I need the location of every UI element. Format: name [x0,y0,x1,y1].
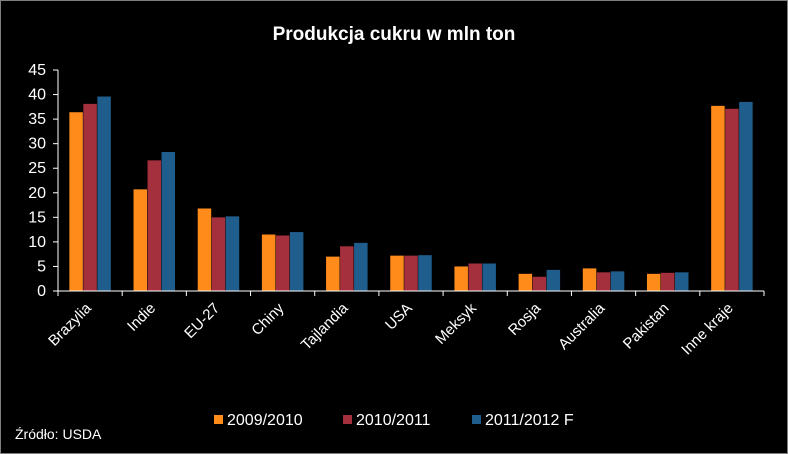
category-label: Indie [124,300,159,335]
category-label: Brazylia [45,299,95,349]
bar [275,235,290,291]
bar [225,216,240,291]
bar [197,208,212,291]
bar [326,256,340,291]
y-tick-label: 10 [28,234,46,251]
bar [660,272,675,291]
bars [69,96,753,292]
y-tick-label: 20 [28,185,46,202]
y-tick-label: 15 [28,209,46,226]
category-label: Meksyk [432,299,480,347]
category-label: Chiny [248,299,287,338]
bar [518,273,533,291]
bar [289,232,304,291]
y-tick-label: 0 [37,283,46,300]
bar [454,266,468,291]
category-label: Pakistan [620,300,673,353]
bar [546,269,561,291]
bar [69,112,83,291]
bar [482,263,496,291]
bar [596,272,611,291]
y-tick-label: 25 [28,160,46,177]
bar [610,271,625,291]
category-label: Inne kraje [678,300,737,359]
bar [404,255,418,291]
category-label: USA [382,300,416,334]
bar [161,152,176,291]
y-tick-label: 40 [28,87,46,104]
bar [674,272,689,291]
legend-label: 2010/2011 [356,412,431,429]
y-tick-label: 30 [28,136,46,153]
bar [354,242,368,291]
legend-label: 2009/2010 [227,412,303,429]
legend-label: 2011/2012 F [485,412,574,429]
bar [739,101,753,291]
x-axis: Brazylia Indie EU-27 Chiny Tajlandia USA Meksy… [45,290,765,359]
source-note: Źródło: USDA [15,426,102,442]
bar [711,105,725,292]
legend-swatch [214,415,223,424]
y-tick-label: 35 [28,111,46,128]
category-label: Australia [555,299,609,353]
bar [725,108,739,291]
category-label: Rosja [505,299,545,339]
y-tick-label: 5 [37,258,46,275]
bar [646,273,661,291]
bar [418,255,432,291]
bar [97,96,111,292]
chart-title: Produkcja cukru w mln ton [273,24,516,45]
bar [532,276,547,291]
bar [211,217,226,291]
category-label: EU-27 [181,300,223,342]
bar [340,246,354,291]
bar [133,189,148,291]
y-tick-label: 45 [28,62,46,79]
bar [468,263,482,291]
legend-swatch [472,415,481,424]
bar [261,234,276,291]
bar [83,103,97,292]
bar [390,255,404,291]
legend: 2009/2010 2010/2011 2011/2012 F [214,412,574,429]
legend-swatch [343,415,352,424]
bar [147,160,162,291]
y-axis: 0 5 10 15 20 25 30 35 40 45 [28,62,59,300]
bar [582,268,597,291]
category-label: Tajlandia [298,299,352,353]
